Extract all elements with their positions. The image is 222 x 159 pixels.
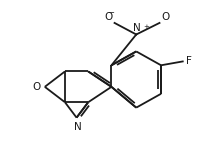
Text: O: O (105, 12, 113, 22)
Text: −: − (107, 8, 114, 17)
Text: N: N (133, 23, 141, 33)
Text: +: + (143, 24, 149, 30)
Text: N: N (73, 122, 81, 132)
Text: O: O (161, 12, 169, 22)
Text: F: F (186, 56, 192, 66)
Text: O: O (32, 82, 40, 92)
